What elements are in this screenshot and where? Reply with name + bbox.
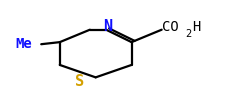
Text: 2: 2 xyxy=(185,29,191,39)
Text: H: H xyxy=(192,20,200,34)
Text: S: S xyxy=(75,74,84,89)
Text: Me: Me xyxy=(15,37,32,51)
Text: N: N xyxy=(103,19,112,34)
Text: CO: CO xyxy=(162,20,178,34)
